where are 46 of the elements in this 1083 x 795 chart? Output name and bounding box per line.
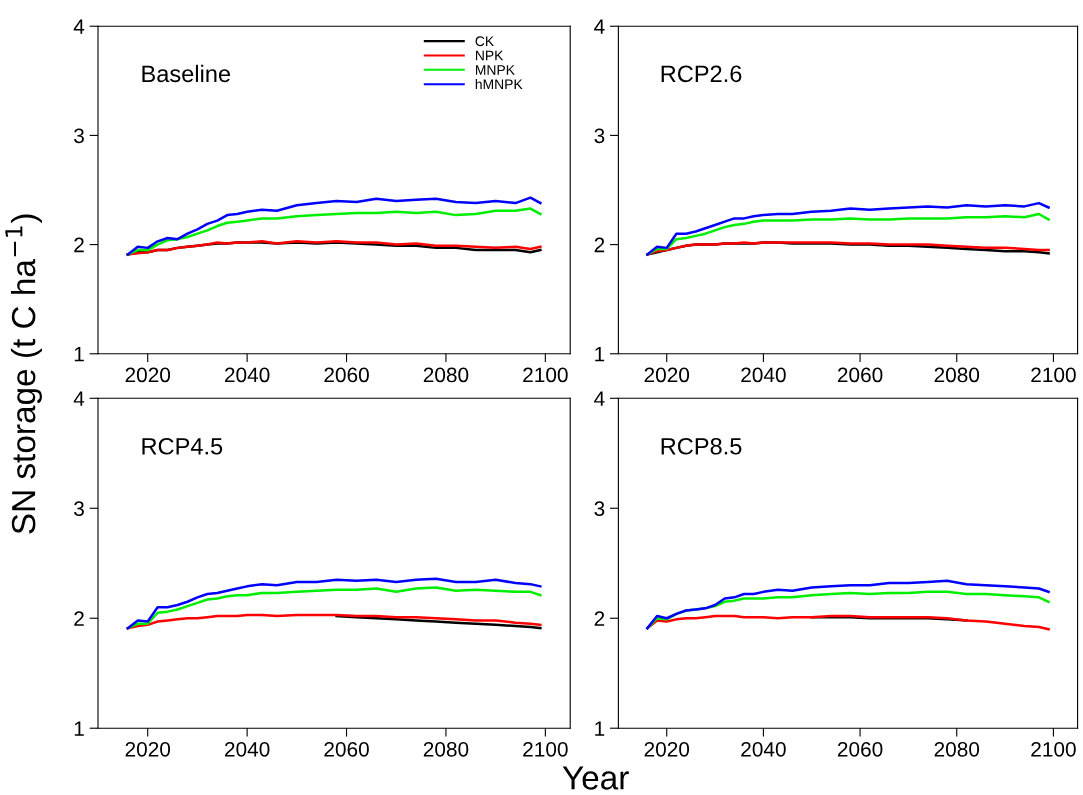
x-tick-label: 2100 bbox=[1031, 741, 1076, 757]
text: RCP8.5 bbox=[661, 437, 742, 455]
y-tick-label: 3 bbox=[74, 128, 84, 144]
y-tick-label: 2 bbox=[594, 237, 605, 253]
legend-label: MNPK bbox=[475, 65, 515, 75]
x-tick-label: 2040 bbox=[741, 367, 786, 383]
x-tick-label: 2100 bbox=[1031, 367, 1076, 383]
y-tick-label: 4 bbox=[73, 19, 85, 34]
legend-label: CK bbox=[475, 36, 494, 47]
y-tick-label: 1 bbox=[74, 346, 84, 362]
x-tick-label: 2040 bbox=[741, 741, 786, 757]
y-tick-label: 3 bbox=[594, 501, 605, 517]
y-tick-label: 4 bbox=[594, 391, 605, 406]
y-tick-label: 1 bbox=[74, 721, 84, 736]
x-tick-label: 2100 bbox=[523, 741, 568, 757]
x-tick-label: 2060 bbox=[837, 367, 883, 383]
x-tick-label: 2100 bbox=[523, 367, 568, 383]
x-tick-label: 2020 bbox=[125, 367, 171, 383]
x-tick-label: 2080 bbox=[423, 367, 469, 383]
x-tick-label: 2060 bbox=[837, 741, 883, 757]
y-tick-label: 2 bbox=[74, 611, 84, 626]
y-tick-label: 4 bbox=[594, 19, 605, 34]
x-tick-label: 2080 bbox=[934, 741, 980, 757]
x-tick-label: 2040 bbox=[225, 367, 270, 383]
text: Baseline bbox=[142, 64, 231, 83]
y-tick-label: 2 bbox=[74, 237, 84, 253]
y-tick-label: 3 bbox=[594, 128, 605, 144]
y-tick-label: 1 bbox=[595, 346, 605, 362]
y-tick-label: 2 bbox=[594, 611, 605, 626]
x-tick-label: 2020 bbox=[644, 741, 690, 757]
y-tick-label: 1 bbox=[595, 721, 605, 736]
x-tick-label: 2040 bbox=[225, 741, 270, 757]
legend-label: hMNPK bbox=[475, 78, 523, 90]
x-tick-label: 2060 bbox=[324, 741, 369, 757]
x-tick-label: 2080 bbox=[934, 367, 980, 383]
y-tick-label: 4 bbox=[73, 391, 85, 406]
text: RCP4.5 bbox=[142, 437, 223, 455]
x-tick-label: 2020 bbox=[644, 367, 690, 383]
x-tick-label: 2080 bbox=[423, 741, 469, 757]
text: RCP2.6 bbox=[661, 65, 742, 83]
x-axis-title: Year bbox=[562, 766, 629, 790]
x-tick-label: 2020 bbox=[125, 741, 171, 757]
x-tick-label: 2060 bbox=[324, 367, 369, 383]
y-axis-title: SN storage (t C ha$^{−1}$) bbox=[5, 214, 43, 534]
legend-label: NPK bbox=[475, 50, 504, 61]
y-tick-label: 3 bbox=[74, 501, 84, 517]
